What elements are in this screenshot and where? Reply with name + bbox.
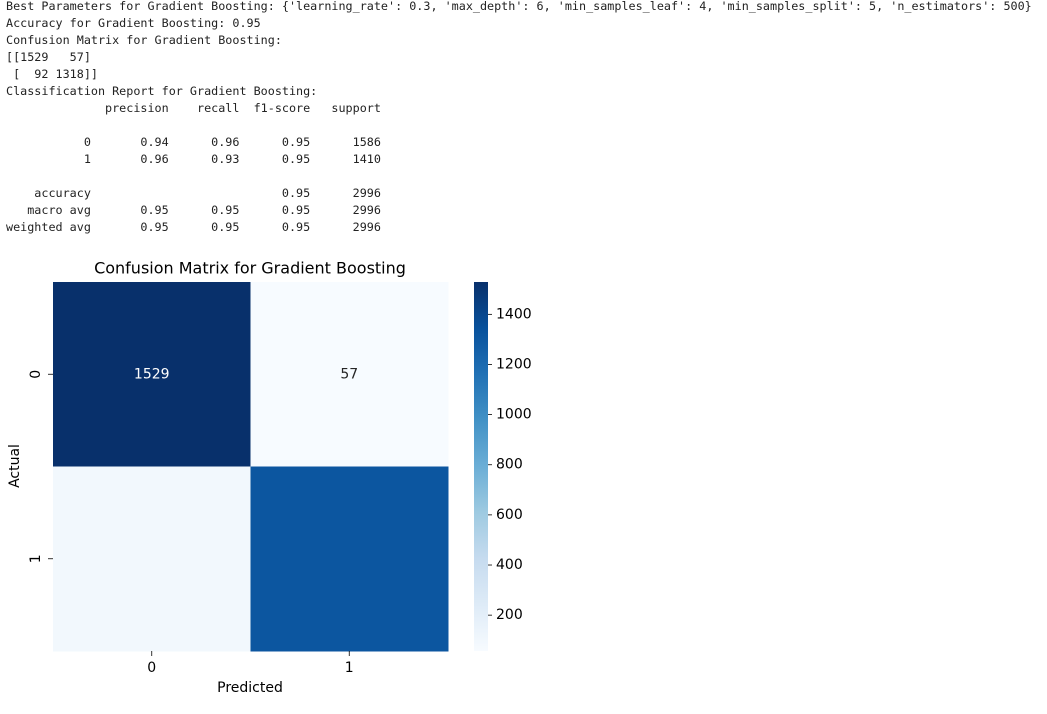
report-line: macro avg 0.95 0.95 0.95 2996 <box>6 203 381 217</box>
chart-title: Confusion Matrix for Gradient Boosting <box>94 259 406 278</box>
y-tick-label: 0 <box>28 370 44 379</box>
x-tick-label: 0 <box>147 660 156 676</box>
colorbar-tick-label: 1200 <box>496 356 532 372</box>
report-line: 0 0.94 0.96 0.95 1586 <box>6 135 381 149</box>
output-line: Best Parameters for Gradient Boosting: {… <box>6 0 1032 13</box>
x-axis-label: Predicted <box>217 680 283 696</box>
heatmap-cell <box>53 466 251 652</box>
colorbar-tick-label: 400 <box>496 557 523 573</box>
colorbar-tick-label: 1400 <box>496 306 532 322</box>
cell-label: 57 <box>340 366 358 382</box>
report-line: precision recall f1-score support <box>6 101 381 115</box>
output-line: Classification Report for Gradient Boost… <box>6 84 318 98</box>
output-line: Accuracy for Gradient Boosting: 0.95 <box>6 16 261 30</box>
output-line: [[1529 57] <box>6 50 91 64</box>
output-line: Confusion Matrix for Gradient Boosting: <box>6 33 282 47</box>
heatmap-cell <box>53 282 251 467</box>
colorbar-tick-label: 800 <box>496 457 523 473</box>
report-line: accuracy 0.95 2996 <box>6 186 381 200</box>
colorbar-tick-label: 200 <box>496 607 523 623</box>
report-line: 1 0.96 0.93 0.95 1410 <box>6 152 381 166</box>
colorbar-tick-label: 1000 <box>496 407 532 423</box>
heatmap-cell <box>250 282 449 467</box>
colorbar-tick-label: 600 <box>496 507 523 523</box>
x-tick-label: 1 <box>345 660 354 676</box>
output-line: [ 92 1318]] <box>6 67 98 81</box>
cell-label: 1529 <box>134 366 170 382</box>
heatmap-cell <box>250 466 449 652</box>
colorbar <box>474 282 488 651</box>
text-output: Best Parameters for Gradient Boosting: {… <box>6 0 1032 236</box>
report-line: weighted avg 0.95 0.95 0.95 2996 <box>6 220 381 234</box>
y-axis-label: Actual <box>7 444 23 488</box>
y-tick-label: 1 <box>28 554 44 563</box>
